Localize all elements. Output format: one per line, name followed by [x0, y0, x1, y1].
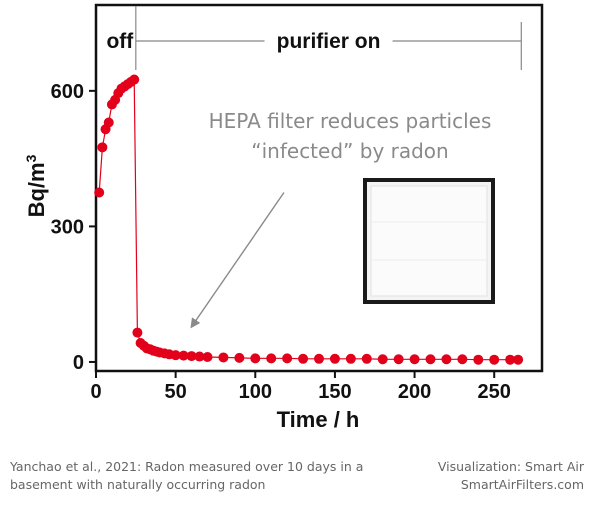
y-axis-title: Bq/m3 [23, 154, 49, 217]
data-point-45 [505, 354, 516, 365]
credit-note: Visualization: Smart Air SmartAirFilters… [364, 458, 584, 494]
data-point-30 [266, 353, 277, 364]
y-tick-label-300: 300 [51, 216, 84, 238]
data-point-11 [129, 74, 140, 85]
y-tick-label-0: 0 [73, 352, 84, 374]
source-line-2: basement with naturally occurring radon [10, 477, 266, 492]
data-point-24 [186, 351, 197, 362]
annotation-line-1: HEPA filter reduces particles [209, 109, 492, 133]
data-point-46 [513, 354, 524, 365]
x-axis-title: Time / h [277, 407, 360, 432]
data-point-26 [202, 351, 213, 362]
data-point-33 [314, 353, 324, 364]
source-line-1: Yanchao et al., 2021: Radon measured ove… [10, 459, 364, 474]
x-tick-label-200: 200 [398, 381, 431, 403]
data-point-41 [441, 354, 452, 365]
source-note: Yanchao et al., 2021: Radon measured ove… [10, 458, 390, 494]
data-point-44 [489, 354, 500, 365]
data-point-37 [377, 354, 388, 365]
data-point-23 [178, 350, 189, 361]
data-point-3 [103, 117, 114, 128]
data-point-22 [170, 350, 181, 361]
data-point-31 [282, 353, 293, 364]
credit-line-2: SmartAirFilters.com [460, 477, 584, 492]
axis-ticks: 0 50 100 150 200 250 0 300 600 [51, 81, 511, 403]
x-tick-label-250: 250 [478, 381, 511, 403]
data-point-12 [132, 327, 143, 338]
y-tick-label-600: 600 [51, 81, 84, 103]
annotation-line-2: “infected” by radon [251, 139, 448, 163]
data-point-43 [473, 354, 484, 365]
x-tick-label-150: 150 [318, 381, 351, 403]
data-point-1 [97, 142, 108, 153]
x-tick-label-0: 0 [90, 381, 101, 403]
phase-markers: off purifier on [106, 6, 522, 70]
data-point-40 [425, 354, 436, 365]
data-point-38 [393, 354, 404, 365]
phase-label-on: purifier on [277, 30, 381, 53]
annotation-arrow [190, 192, 285, 329]
data-point-32 [298, 353, 309, 364]
plot-frame [94, 3, 544, 373]
data-point-39 [409, 354, 420, 365]
data-point-35 [345, 353, 356, 364]
data-point-42 [457, 354, 468, 365]
y-axis-title-main: Bq/m [24, 162, 49, 217]
data-points [94, 74, 524, 365]
x-tick-label-50: 50 [165, 381, 187, 403]
data-point-34 [329, 353, 340, 364]
data-point-0 [94, 187, 105, 198]
x-tick-label-100: 100 [239, 381, 272, 403]
data-point-36 [361, 353, 372, 364]
hepa-filter-image [363, 178, 495, 304]
phase-label-off: off [106, 30, 134, 53]
credit-line-1: Visualization: Smart Air [437, 459, 584, 474]
data-point-29 [250, 353, 261, 364]
y-axis-title-sup: 3 [23, 154, 39, 162]
data-point-27 [218, 352, 229, 363]
data-point-25 [194, 351, 205, 362]
data-point-28 [234, 352, 245, 363]
